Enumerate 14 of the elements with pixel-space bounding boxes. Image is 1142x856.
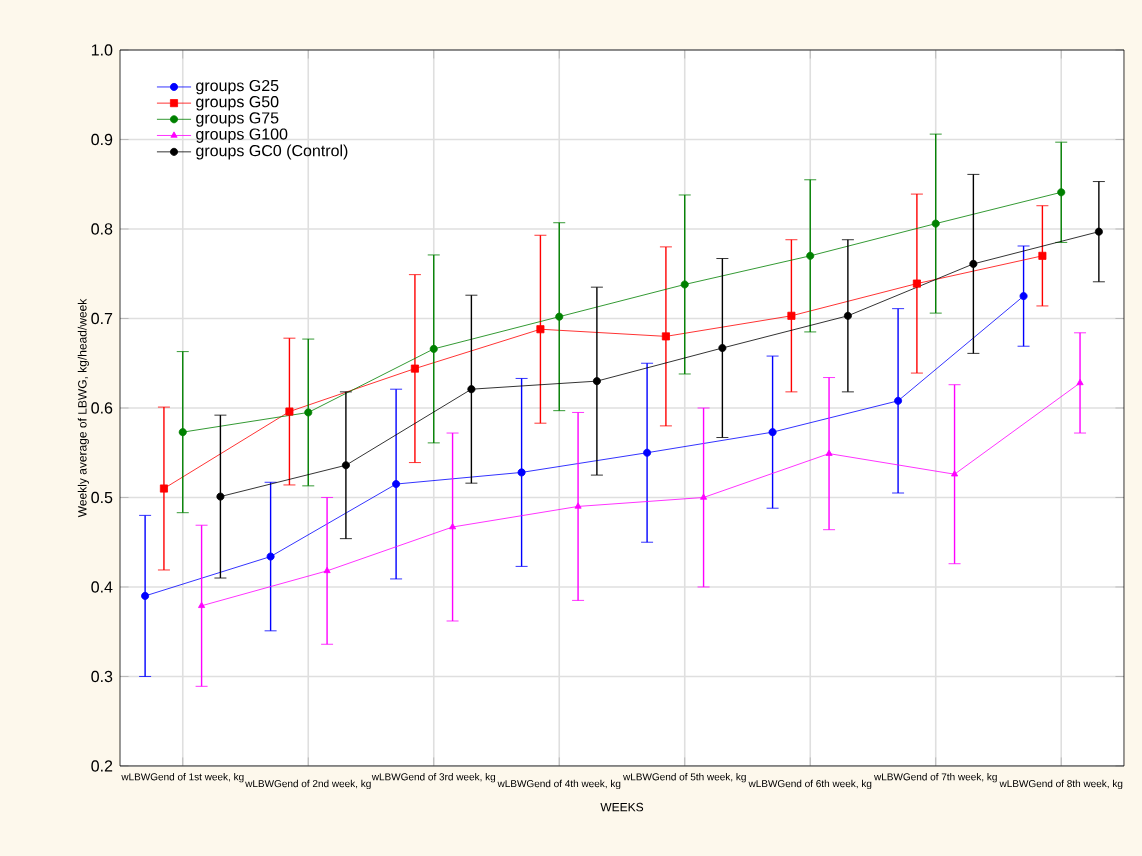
y-tick-label: 0.4 xyxy=(91,581,113,593)
y-tick-label: 0.9 xyxy=(91,133,113,146)
legend-label: groups G25 xyxy=(196,79,279,95)
y-tick-label: 0.6 xyxy=(91,402,113,414)
legend-label: groups G100 xyxy=(196,128,288,143)
y-tick-label: 0.5 xyxy=(91,491,113,504)
y-tick-label: 0.7 xyxy=(91,312,113,325)
legend-label: groups G75 xyxy=(196,112,279,127)
y-tick-label: 1.0 xyxy=(91,44,113,56)
y-tick-label: 0.3 xyxy=(91,670,113,683)
legend-label: groups G50 xyxy=(196,96,279,111)
y-tick-label: 0.2 xyxy=(91,760,113,772)
y-tick-label: 0.8 xyxy=(91,223,113,235)
legend-label: groups GC0 (Control) xyxy=(196,144,348,160)
